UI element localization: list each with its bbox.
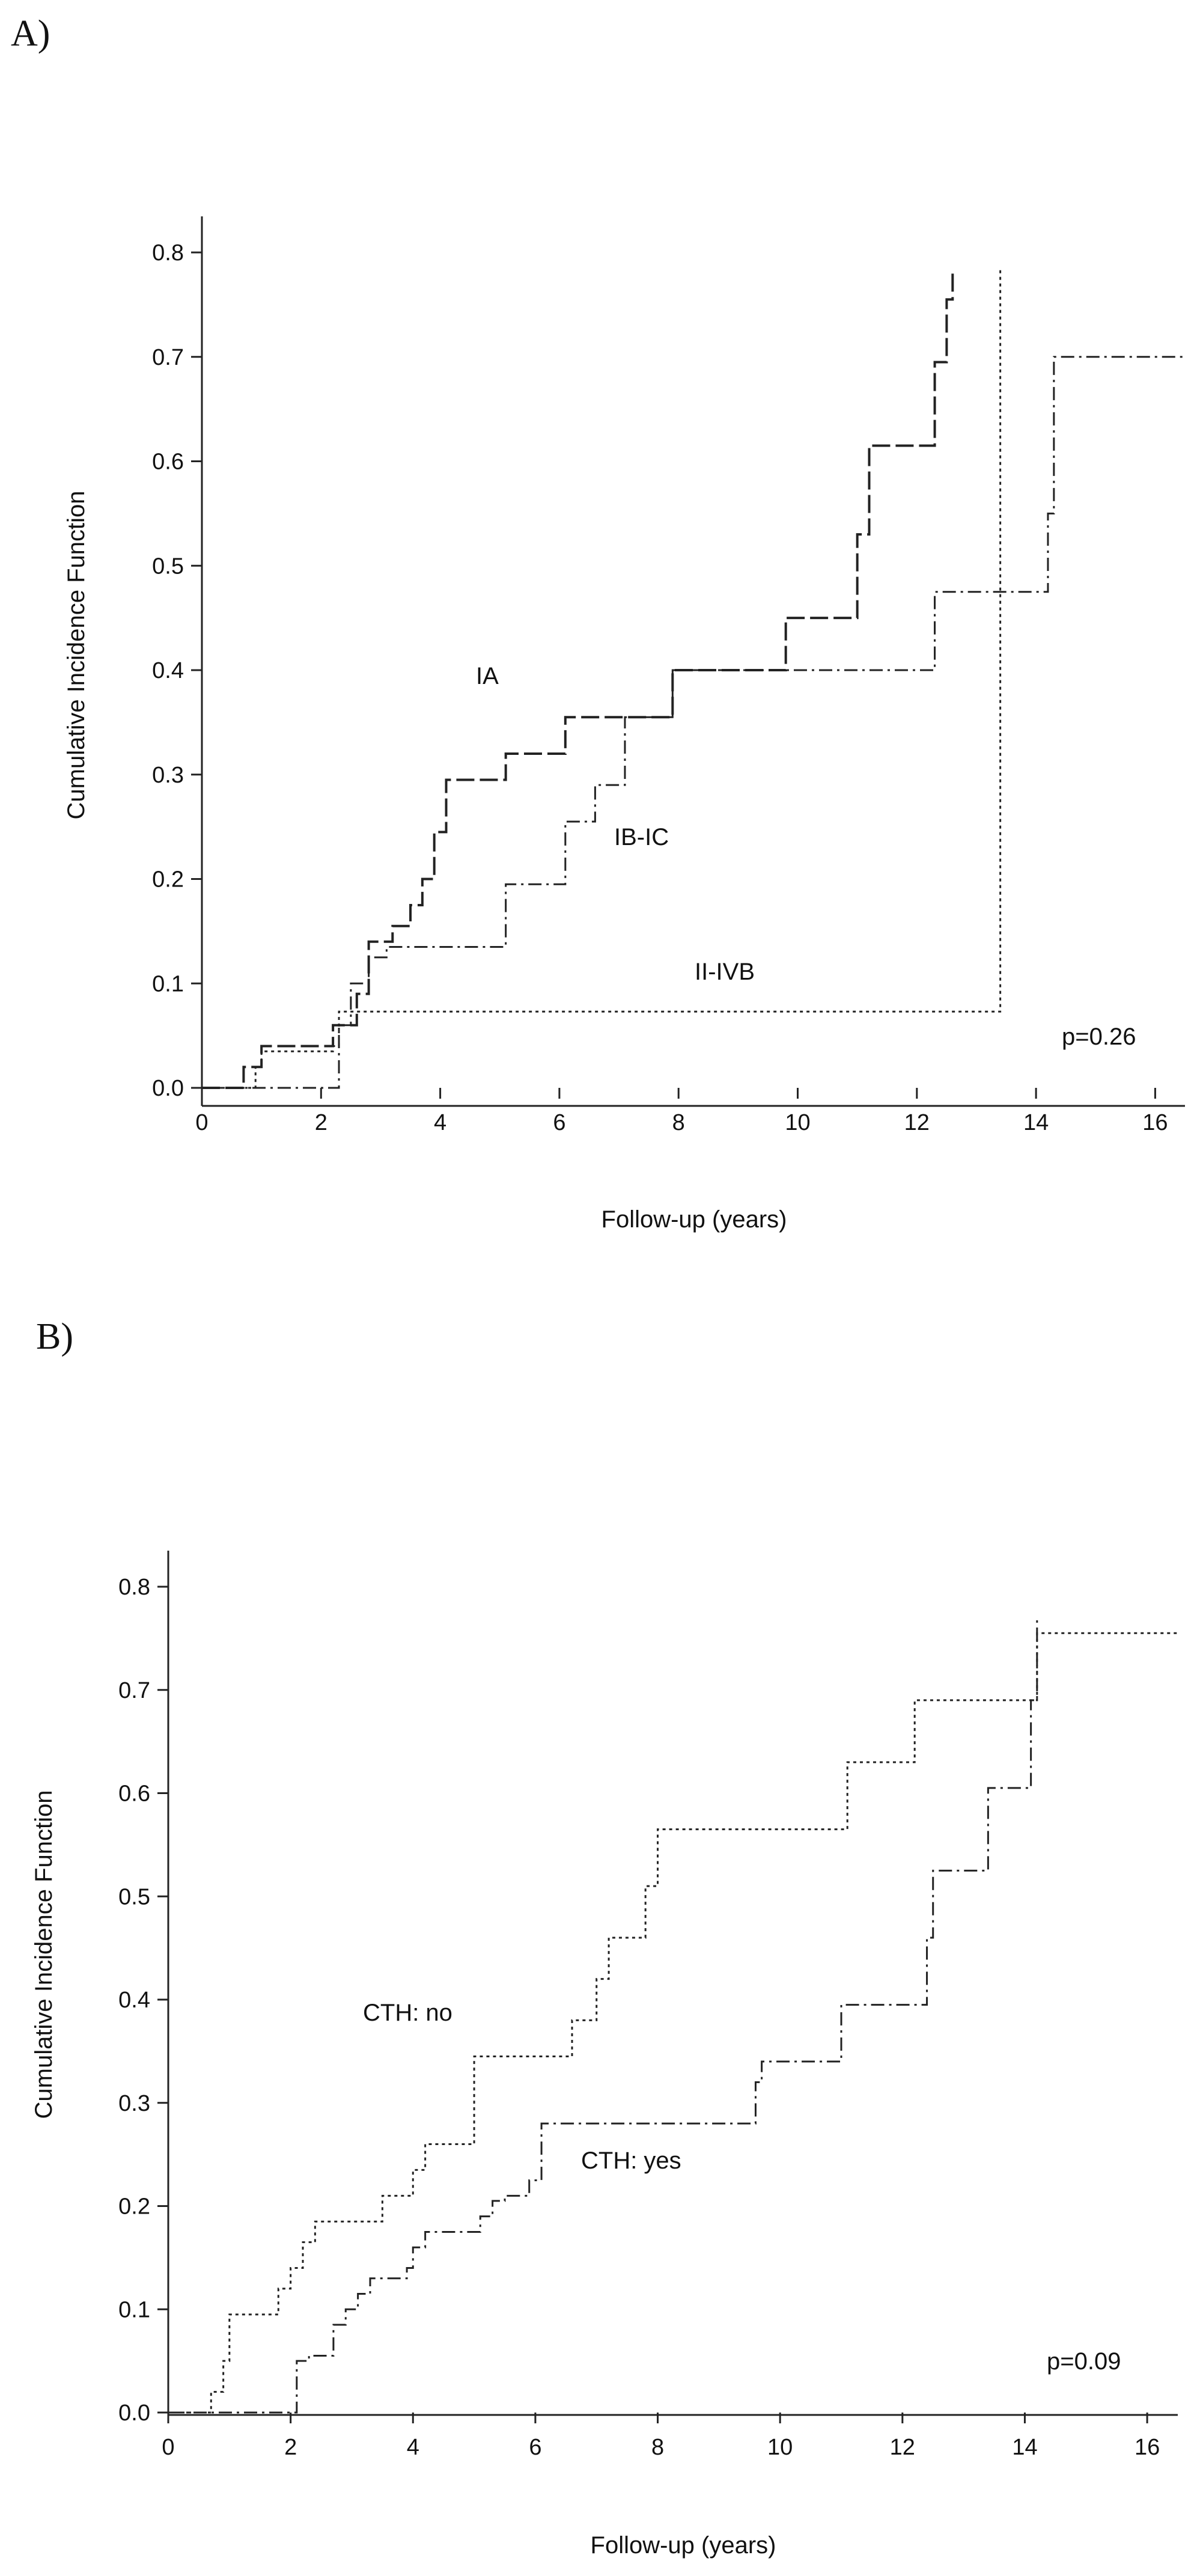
y-tick-label: 0.8 <box>152 240 184 266</box>
y-tick-label: 0.5 <box>152 554 184 579</box>
chart-panel-a: A) Cumulative Incidence Function Follow-… <box>11 13 1185 1233</box>
chart-panel-b: B) Cumulative Incidence Function Follow-… <box>31 1316 1178 2559</box>
y-tick-label: 0.4 <box>118 1988 150 2013</box>
x-tick-label: 12 <box>904 1110 930 1135</box>
p-value-a: p=0.26 <box>1062 1024 1136 1050</box>
y-tick-label: 0.2 <box>118 2194 150 2220</box>
x-tick-label: 0 <box>162 2435 174 2460</box>
y-tick-label: 0.0 <box>152 1076 184 1101</box>
y-tick-label: 0.7 <box>152 345 184 370</box>
x-tick-label: 6 <box>529 2435 541 2460</box>
y-tick-label: 0.7 <box>118 1678 150 1703</box>
series-line-cth-no <box>168 1632 1178 2414</box>
y-tick-label: 0.6 <box>152 450 184 475</box>
x-tick-label: 2 <box>315 1110 327 1135</box>
series-label-ib-ic: IB-IC <box>614 824 669 850</box>
y-tick-label: 0.1 <box>118 2297 150 2322</box>
y-axis-title-b: Cumulative Incidence Function <box>31 1790 57 2119</box>
series-line-ii-ivb <box>202 268 1002 1089</box>
y-tick-label: 0.3 <box>152 763 184 788</box>
y-tick-label: 0.3 <box>118 2091 150 2116</box>
series-label-cth-yes: CTH: yes <box>581 2147 681 2174</box>
x-tick-label: 10 <box>767 2435 793 2460</box>
series-line-cth-yes <box>168 1617 1038 2414</box>
y-tick-label: 0.2 <box>152 867 184 893</box>
x-tick-label: 10 <box>785 1110 810 1135</box>
series-line-ib-ic <box>202 356 1185 1089</box>
x-tick-label: 12 <box>890 2435 915 2460</box>
series-label-ii-ivb: II-IVB <box>695 959 755 985</box>
x-tick-label: 4 <box>407 2435 419 2460</box>
x-tick-label: 14 <box>1023 1110 1049 1135</box>
x-tick-label: 16 <box>1142 1110 1168 1135</box>
x-axis-title-b: Follow-up (years) <box>591 2532 776 2559</box>
x-axis-title-a: Follow-up (years) <box>602 1206 787 1233</box>
series-label-cth-no: CTH: no <box>363 2000 452 2026</box>
y-tick-label: 0.8 <box>118 1575 150 1600</box>
series-line-ia <box>202 273 954 1089</box>
x-tick-label: 2 <box>284 2435 297 2460</box>
x-tick-label: 4 <box>434 1110 446 1135</box>
panel-label-b: B) <box>36 1316 73 1357</box>
y-tick-label: 0.5 <box>118 1884 150 1909</box>
y-tick-label: 0.4 <box>152 658 184 683</box>
y-tick-label: 0.0 <box>118 2401 150 2426</box>
x-tick-label: 0 <box>195 1110 208 1135</box>
series-label-ia: IA <box>476 663 499 689</box>
y-tick-label: 0.6 <box>118 1781 150 1807</box>
x-tick-label: 14 <box>1012 2435 1037 2460</box>
panel-label-a: A) <box>11 13 50 54</box>
x-tick-label: 6 <box>553 1110 565 1135</box>
x-tick-label: 8 <box>672 1110 685 1135</box>
p-value-b: p=0.09 <box>1047 2348 1121 2375</box>
y-axis-title-a: Cumulative Incidence Function <box>63 491 90 820</box>
x-tick-label: 8 <box>651 2435 664 2460</box>
y-tick-label: 0.1 <box>152 971 184 997</box>
x-tick-label: 16 <box>1135 2435 1160 2460</box>
